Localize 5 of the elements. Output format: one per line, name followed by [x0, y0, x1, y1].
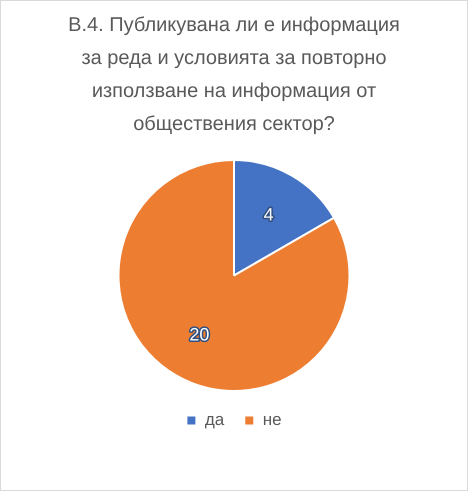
legend-label: не: [262, 410, 282, 430]
data-label: 20: [189, 324, 210, 344]
data-label: 4: [264, 204, 274, 224]
chart-title: В.4. Публикувана ли е информация за реда и условията за повторно използване на информация от обществения сектор?: [67, 13, 401, 137]
legend-label: да: [204, 410, 225, 430]
